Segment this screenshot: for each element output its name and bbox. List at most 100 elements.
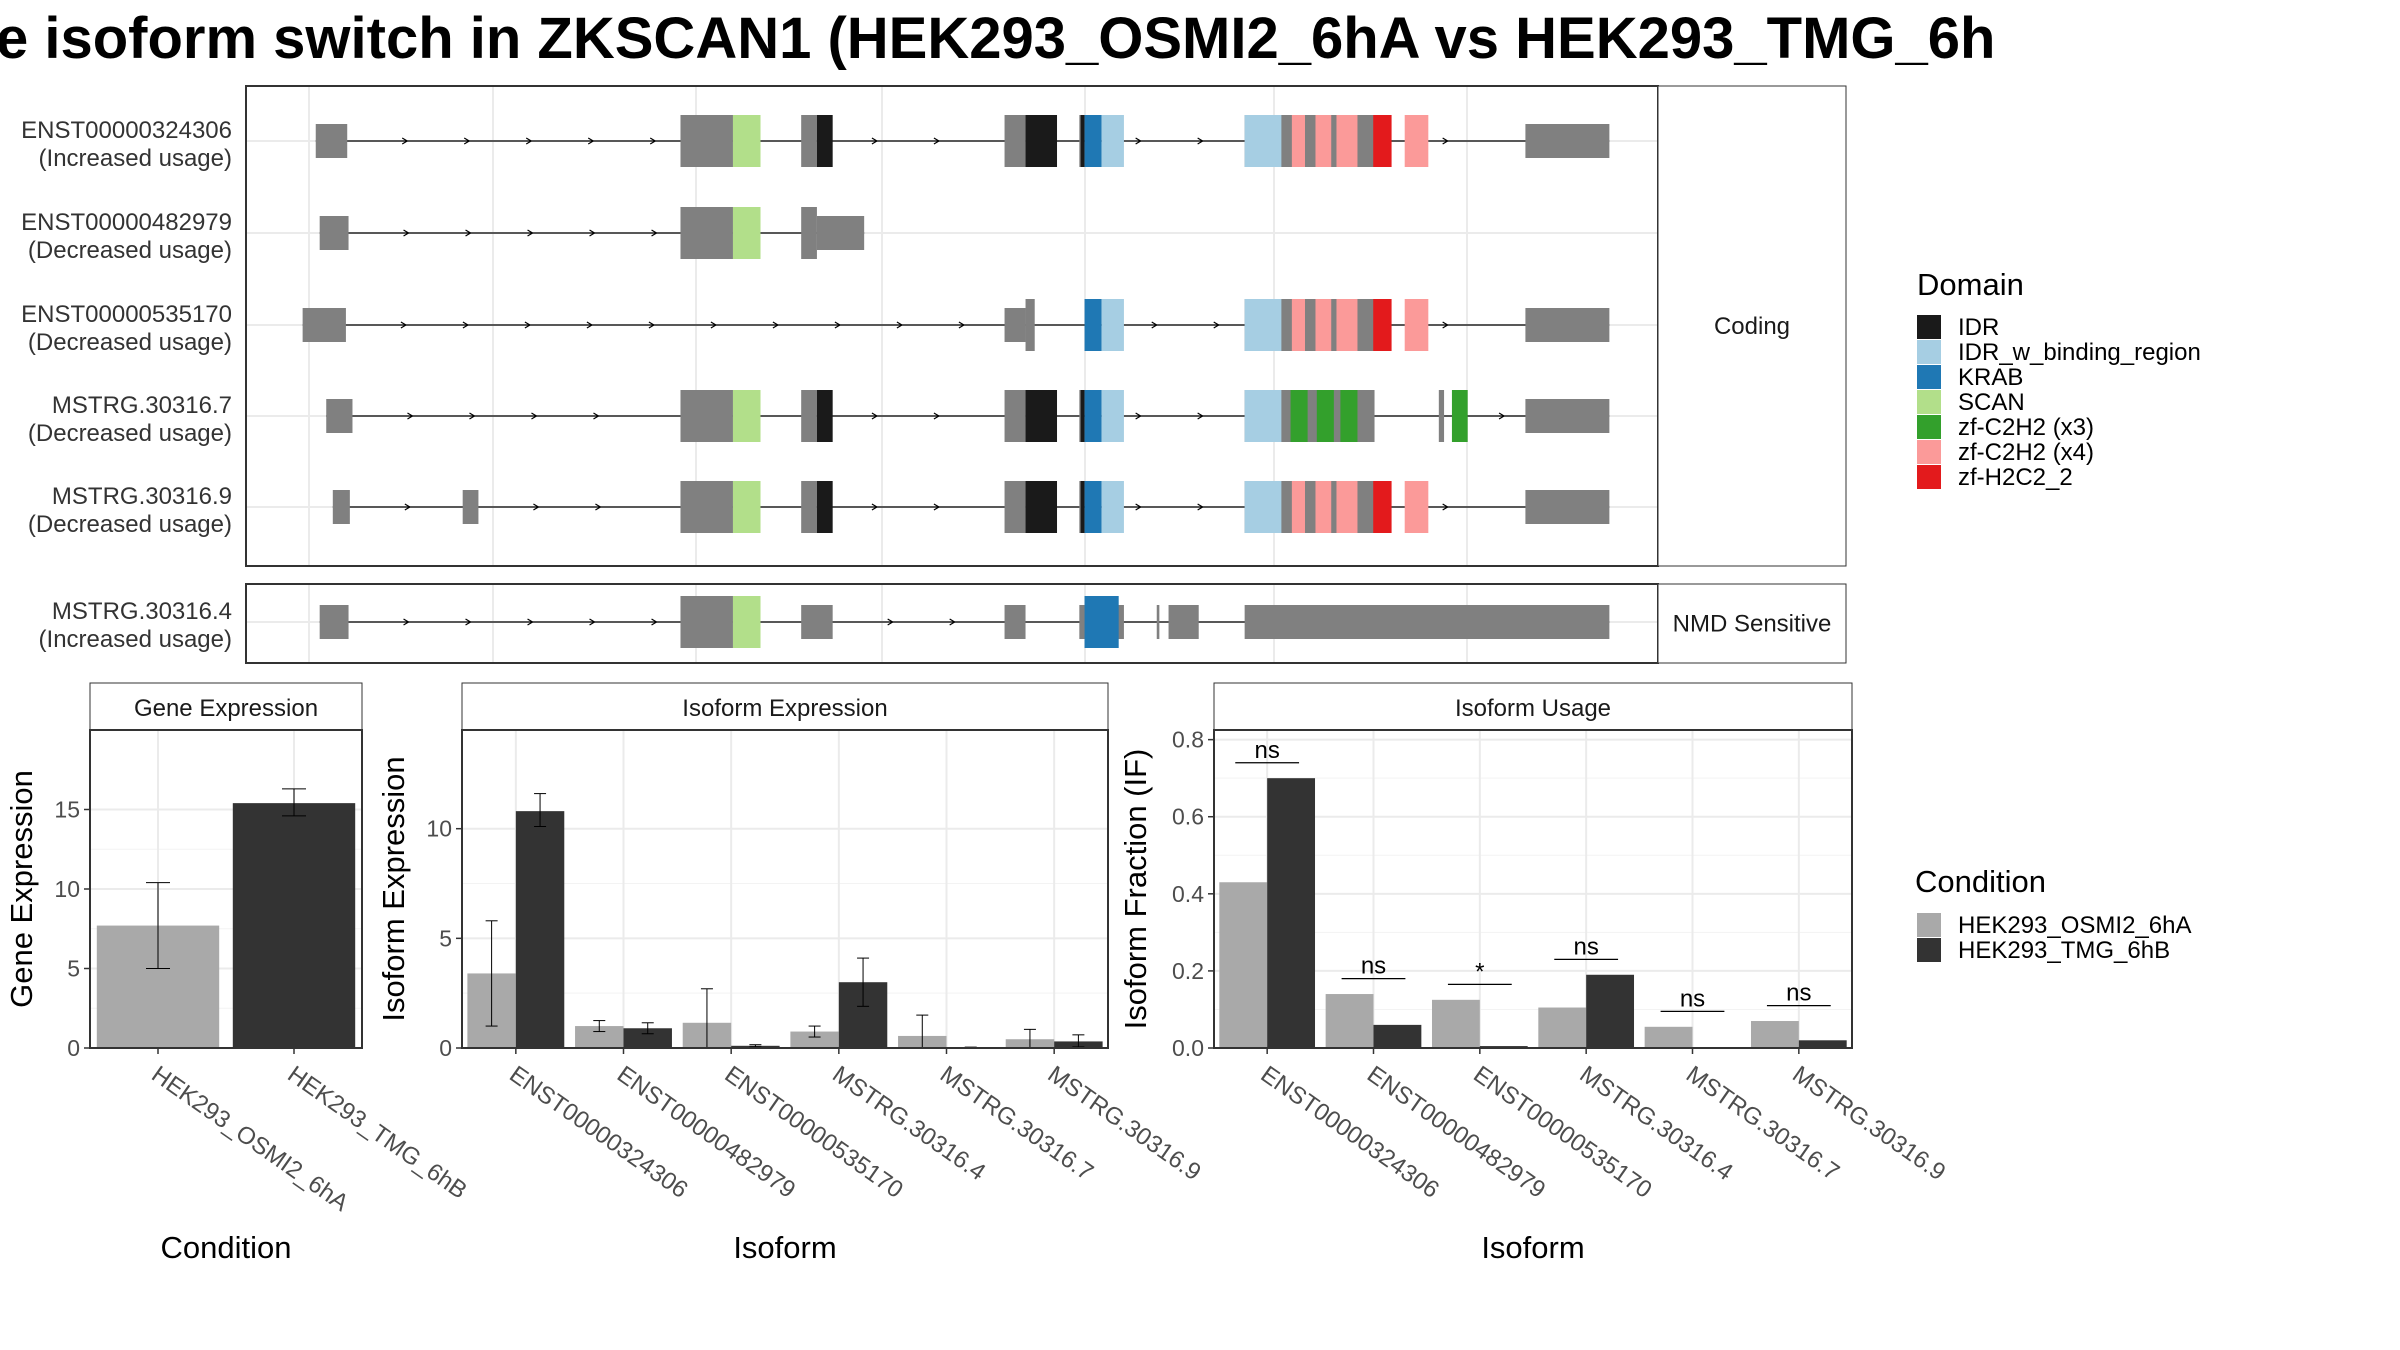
x-tick-label: ENST00000535170	[1468, 1061, 1656, 1204]
cds-exon	[680, 390, 733, 442]
domain-block	[732, 596, 761, 648]
x-axis-title: Condition	[161, 1230, 292, 1265]
facet-label: Coding	[1714, 313, 1790, 340]
transcript-id-label: ENST00000535170	[21, 301, 232, 328]
legend-key-swatch	[1917, 315, 1941, 339]
bar	[1373, 1024, 1422, 1048]
domain-block	[1244, 390, 1282, 442]
cds-exon	[1004, 390, 1026, 442]
direction-arrow	[403, 229, 410, 237]
chart-title: Isoform Expression	[682, 695, 887, 722]
cds-exon	[1004, 481, 1026, 533]
bar	[1431, 999, 1480, 1048]
domain-block	[1084, 596, 1119, 648]
significance-label: ns	[1254, 737, 1279, 764]
domain-block	[1101, 481, 1124, 533]
significance-label: *	[1475, 958, 1484, 985]
direction-arrow	[958, 321, 966, 329]
utr-exon	[1244, 605, 1610, 639]
x-tick-label: ENST00000324306	[1256, 1061, 1444, 1204]
x-tick-label: ENST00000482979	[612, 1061, 800, 1204]
legend-key-swatch	[1917, 938, 1941, 962]
domain-block	[1084, 299, 1102, 351]
facet-label: NMD Sensitive	[1673, 611, 1832, 638]
direction-arrow	[1197, 137, 1204, 145]
direction-arrow	[871, 503, 879, 511]
y-tick-label: 0.2	[1172, 958, 1204, 984]
domain-block	[1373, 299, 1392, 351]
bar	[1219, 882, 1268, 1048]
domain-block	[732, 207, 761, 259]
utr-exon	[1004, 605, 1026, 639]
utr-exon	[319, 605, 349, 639]
y-tick-label: 15	[54, 797, 80, 823]
y-tick-label: 0.4	[1172, 881, 1204, 907]
domain-block	[1291, 299, 1305, 351]
legend-key-swatch	[1917, 465, 1941, 489]
domain-block	[816, 390, 833, 442]
domain-block	[1291, 481, 1305, 533]
direction-arrow	[651, 618, 658, 626]
domain-block	[1244, 481, 1282, 533]
y-axis-title: Gene Expression	[4, 770, 39, 1008]
x-tick-label: ENST00000324306	[504, 1061, 692, 1204]
bar	[515, 811, 565, 1048]
domain-block	[1084, 390, 1102, 442]
y-tick-label: 10	[54, 876, 80, 902]
direction-arrow	[1498, 412, 1506, 420]
condition-legend-title: Condition	[1915, 864, 2046, 899]
direction-arrow	[589, 229, 596, 237]
cds-exon	[801, 207, 817, 259]
domain-block	[1080, 115, 1085, 167]
direction-arrow	[648, 321, 656, 329]
domain-block	[1244, 299, 1282, 351]
x-tick-label: ENST00000482979	[1362, 1061, 1550, 1204]
utr-exon	[801, 605, 833, 639]
legend-key-swatch	[1917, 365, 1941, 389]
transcript-usage-label: (Decreased usage)	[28, 237, 232, 264]
direction-arrow	[525, 137, 533, 145]
legend-key-swatch	[1917, 440, 1941, 464]
legend-key-label: zf-C2H2 (x4)	[1958, 439, 2094, 466]
transcript-structure-panel: ENST00000324306(Increased usage)ENST0000…	[21, 85, 1847, 664]
legend-key-label: zf-H2C2_2	[1958, 464, 2073, 491]
domain-block	[1373, 481, 1392, 533]
utr-exon	[1156, 605, 1160, 639]
facet-strip	[1657, 583, 1847, 664]
transcript-id-label: MSTRG.30316.9	[52, 483, 232, 510]
direction-arrow	[589, 618, 596, 626]
direction-arrow	[933, 137, 941, 145]
utr-exon	[816, 216, 865, 250]
direction-arrow	[1151, 321, 1158, 329]
cds-exon	[801, 390, 817, 442]
domain-legend: DomainIDRIDR_w_binding_regionKRABSCANzf-…	[1917, 267, 2201, 491]
transcript-usage-label: (Increased usage)	[39, 145, 232, 172]
isoform-expression-chart: Isoform Expression 0 5 10 ENST00000324306ENS…	[376, 682, 1206, 1265]
direction-arrow	[462, 321, 470, 329]
transcript-id-label: MSTRG.30316.7	[52, 392, 232, 419]
bar	[1538, 1007, 1587, 1048]
domain-block	[1315, 299, 1332, 351]
domain-block	[1404, 115, 1429, 167]
direction-arrow	[587, 137, 595, 145]
direction-arrow	[533, 503, 540, 511]
direction-arrow	[772, 321, 780, 329]
utr-exon	[332, 490, 350, 524]
cds-exon	[680, 596, 733, 648]
transcript-usage-label: (Decreased usage)	[28, 420, 232, 447]
bar	[1798, 1040, 1847, 1048]
domain-block	[1084, 481, 1102, 533]
legend-key-label: KRAB	[1958, 364, 2023, 391]
direction-arrow	[1213, 321, 1220, 329]
chart-title: Gene Expression	[134, 695, 318, 722]
direction-arrow	[1197, 412, 1204, 420]
domain-block	[816, 115, 833, 167]
transcript-usage-label: (Decreased usage)	[28, 511, 232, 538]
domain-block	[732, 115, 761, 167]
cds-exon	[801, 481, 817, 533]
domain-block	[1336, 481, 1358, 533]
direction-arrow	[527, 618, 534, 626]
legend-key-label: SCAN	[1958, 389, 2025, 416]
cds-exon	[801, 115, 817, 167]
direction-arrow	[933, 412, 941, 420]
